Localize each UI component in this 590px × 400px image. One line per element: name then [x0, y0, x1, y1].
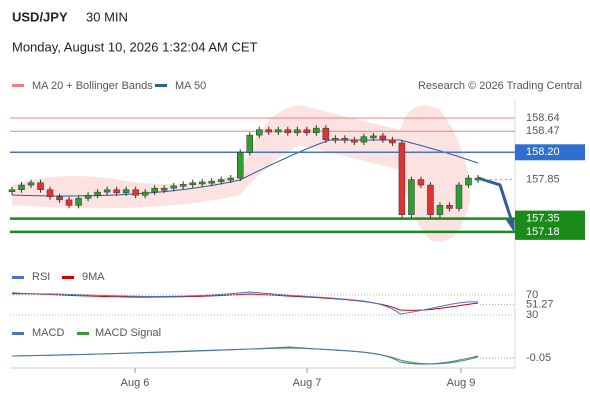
- candle: [427, 184, 434, 215]
- candle: [84, 194, 92, 199]
- candle: [275, 129, 282, 133]
- legend-swatch: [62, 276, 74, 279]
- legend-swatch: [155, 84, 167, 87]
- candle: [332, 138, 339, 141]
- x-tick-label: Aug 6: [121, 377, 150, 389]
- datetime: Monday, August 10, 2026 1:32:04 AM CET: [12, 39, 258, 54]
- candle: [236, 152, 244, 179]
- candle: [370, 135, 377, 139]
- macd-signal-name: MACD Signal: [95, 327, 161, 339]
- rsi-tick-label: 70: [526, 289, 538, 301]
- candle: [436, 205, 444, 215]
- level-label: 157.85: [526, 174, 560, 186]
- ma50-line: [11, 139, 479, 197]
- candle: [284, 129, 292, 134]
- level-label-box: [515, 144, 585, 161]
- candle: [246, 134, 254, 153]
- candle: [417, 179, 425, 186]
- macd-name: MACD: [32, 327, 64, 339]
- candle: [227, 177, 234, 181]
- candle: [103, 189, 111, 193]
- candle: [27, 182, 35, 186]
- rsi-tick-label: 30: [526, 309, 538, 321]
- rsi-value: 51.27: [526, 298, 554, 310]
- candle: [294, 129, 301, 134]
- candle: [389, 139, 396, 144]
- level-label: 158.47: [526, 125, 560, 137]
- candle: [446, 205, 453, 209]
- legend-label: MA 20 + Bollinger Bands: [32, 80, 153, 92]
- candle: [379, 135, 387, 141]
- forecast-arrow: [477, 176, 514, 223]
- candle: [56, 196, 63, 201]
- candle: [94, 191, 101, 196]
- interval: 30 MIN: [86, 9, 128, 24]
- level-label-box: [515, 210, 585, 227]
- candle: [265, 129, 273, 133]
- candle: [8, 189, 16, 192]
- level-label: 158.20: [526, 146, 560, 158]
- level-label: 157.18: [526, 226, 560, 238]
- candle: [313, 127, 320, 134]
- candle: [208, 180, 215, 184]
- candle: [408, 179, 415, 215]
- legend-swatch: [12, 332, 24, 335]
- candle: [170, 185, 177, 189]
- symbol: USD/JPY: [12, 9, 68, 24]
- attribution: Research © 2026 Trading Central: [418, 80, 582, 92]
- macd-signal-line: [11, 347, 479, 365]
- legend-swatch: [77, 332, 89, 335]
- candle: [37, 182, 44, 190]
- candle: [341, 138, 349, 141]
- candle: [360, 136, 368, 143]
- legend-swatch: [12, 276, 24, 279]
- candle: [322, 127, 330, 141]
- rsi-name: RSI: [32, 271, 50, 283]
- candle: [65, 199, 73, 206]
- rsi-signal-name: 9MA: [82, 271, 105, 283]
- candle: [18, 184, 25, 190]
- candle: [465, 177, 472, 186]
- legend-swatch: [12, 84, 24, 87]
- candle: [160, 187, 168, 191]
- level-label: 158.64: [526, 112, 560, 124]
- candle: [113, 189, 120, 194]
- candle: [151, 187, 158, 193]
- candle: [132, 189, 139, 196]
- x-tick-label: Aug 9: [447, 377, 476, 389]
- candle: [398, 142, 406, 215]
- macd-value: -0.05: [526, 352, 551, 364]
- candle: [46, 189, 54, 198]
- candle: [198, 181, 206, 185]
- level-label-box: [515, 223, 585, 240]
- candle: [122, 189, 130, 194]
- candle: [455, 184, 463, 209]
- candle: [217, 179, 225, 182]
- candle: [256, 129, 263, 136]
- candle: [179, 184, 187, 187]
- legend-label: MA 50: [175, 80, 206, 92]
- rsi-9ma-line: [11, 292, 479, 311]
- candle: [474, 177, 482, 181]
- candle: [141, 191, 149, 196]
- macd-line: [11, 346, 479, 365]
- level-label: 157.35: [526, 213, 560, 225]
- candle: [75, 198, 82, 206]
- rsi-line: [11, 291, 479, 315]
- x-tick-label: Aug 7: [293, 377, 322, 389]
- candle: [189, 182, 196, 185]
- candle: [303, 129, 311, 134]
- candle: [351, 139, 358, 143]
